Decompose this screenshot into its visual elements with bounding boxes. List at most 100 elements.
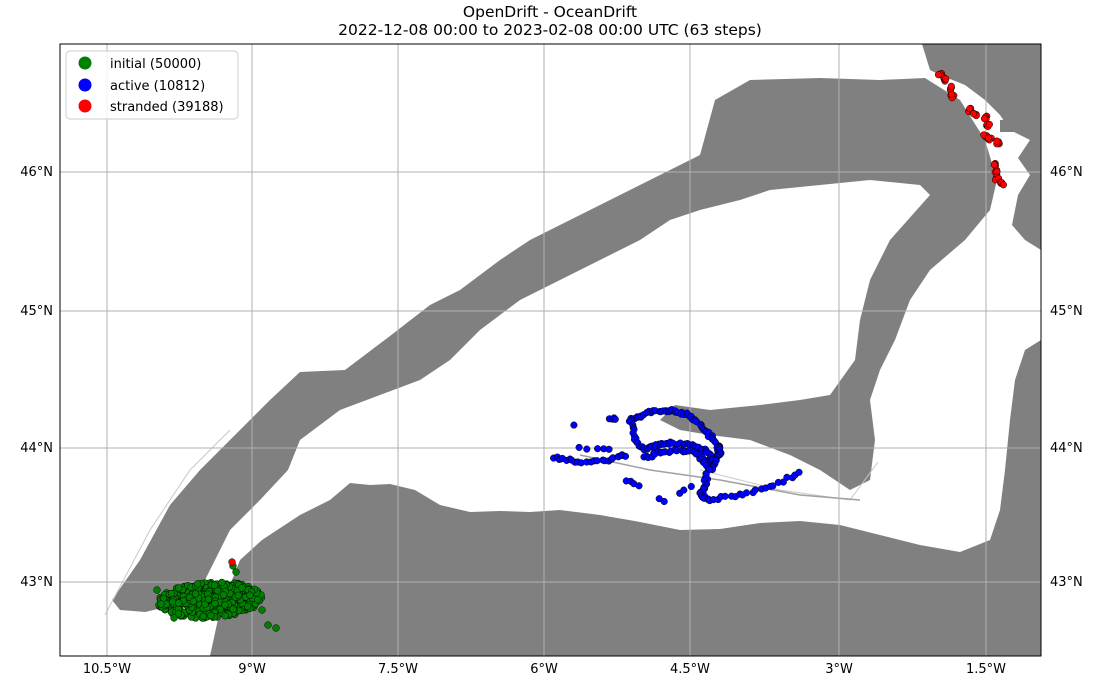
- lon-tick: 4.5°W: [670, 662, 710, 677]
- particle-marker: [218, 578, 226, 587]
- particle-marker: [175, 599, 183, 607]
- particle-marker: [660, 497, 668, 506]
- particle-marker: [244, 602, 252, 611]
- particle-marker: [264, 621, 272, 629]
- particle-marker: [167, 589, 176, 598]
- particle-marker: [220, 591, 228, 599]
- legend-label-active: active (10812): [110, 79, 205, 94]
- particle-marker: [721, 492, 729, 500]
- particle-marker: [153, 586, 161, 594]
- particle-marker: [189, 597, 197, 606]
- legend-marker-initial: [78, 56, 92, 70]
- plot-frame: [59, 43, 1042, 657]
- particle-marker: [238, 584, 246, 592]
- particle-marker: [570, 421, 578, 429]
- legend-marker-active: [78, 78, 92, 92]
- particle-marker: [779, 478, 787, 486]
- land-island: [1000, 120, 1025, 132]
- particle-marker: [575, 443, 583, 451]
- stranded-particles: [228, 70, 1007, 566]
- particle-marker: [221, 601, 229, 609]
- legend-marker-stranded: [78, 99, 92, 113]
- lon-tick: 1.5°W: [966, 662, 1006, 677]
- particle-marker: [680, 486, 688, 494]
- particle-marker: [985, 120, 993, 128]
- trajectory-faint-3: [579, 454, 861, 501]
- particle-marker: [229, 605, 237, 613]
- particle-marker: [980, 115, 989, 123]
- land-spain: [210, 340, 1041, 656]
- lon-tick: 3°W: [825, 662, 853, 677]
- lon-tick-labels: 10.5°W 9°W 7.5°W 6°W 4.5°W 3°W 1.5°W: [83, 662, 1006, 677]
- particle-marker: [635, 482, 643, 490]
- lat-tick: 44°N: [20, 441, 53, 456]
- lat-tick: 43°N: [1050, 575, 1083, 590]
- particle-marker: [204, 595, 213, 603]
- particle-marker: [211, 581, 219, 589]
- map-subtitle: 2022-12-08 00:00 to 2023-02-08 00:00 UTC…: [338, 21, 762, 39]
- lon-tick: 9°W: [238, 662, 266, 677]
- particle-marker: [211, 599, 219, 608]
- legend-label-stranded: stranded (39188): [110, 100, 224, 115]
- lon-tick: 6°W: [530, 662, 558, 677]
- particle-marker: [948, 90, 956, 98]
- particle-marker: [193, 580, 202, 588]
- map-title: OpenDrift - OceanDrift: [462, 3, 638, 21]
- particle-marker: [169, 598, 177, 606]
- legend-box: [65, 50, 239, 120]
- lat-tick: 44°N: [1050, 441, 1083, 456]
- trajectory-faint-1: [104, 429, 231, 616]
- particle-marker: [157, 600, 165, 608]
- particle-marker: [742, 489, 751, 497]
- particle-marker: [993, 137, 1001, 145]
- particle-marker: [999, 181, 1007, 189]
- particle-marker: [942, 75, 950, 83]
- particle-marker: [175, 584, 183, 592]
- particle-marker: [258, 606, 266, 614]
- particle-marker: [221, 612, 229, 620]
- particle-marker: [199, 612, 207, 620]
- particle-marker: [234, 591, 242, 599]
- particle-marker: [934, 71, 943, 79]
- particle-marker: [947, 82, 955, 90]
- land-france: [922, 44, 1041, 250]
- particle-marker: [583, 445, 591, 453]
- lat-tick: 45°N: [1050, 304, 1083, 319]
- particle-marker: [621, 452, 630, 460]
- gridlines: [60, 44, 1041, 656]
- lat-tick: 45°N: [20, 304, 53, 319]
- active-particles: [550, 405, 803, 506]
- particle-marker: [232, 568, 240, 576]
- trajectory-envelope: [112, 78, 997, 612]
- particle-marker: [795, 468, 803, 476]
- particle-marker: [605, 445, 613, 453]
- lon-tick: 10.5°W: [83, 662, 131, 677]
- particle-marker: [228, 558, 236, 566]
- particle-marker: [272, 624, 280, 632]
- trajectory-faint-2: [699, 461, 879, 501]
- particle-marker: [254, 596, 262, 604]
- particle-marker: [611, 415, 619, 423]
- particle-marker: [984, 134, 993, 142]
- particle-marker: [246, 591, 254, 599]
- legend: initial (50000) active (10812) stranded …: [65, 50, 239, 120]
- lon-tick: 7.5°W: [378, 662, 418, 677]
- lat-tick: 46°N: [20, 165, 53, 180]
- particle-marker: [207, 611, 215, 620]
- initial-particles: [153, 562, 280, 632]
- lat-tick: 43°N: [20, 575, 53, 590]
- particle-marker: [769, 482, 777, 490]
- lat-tick: 46°N: [1050, 165, 1083, 180]
- particle-marker: [174, 610, 183, 618]
- legend-label-initial: initial (50000): [110, 57, 201, 72]
- particle-marker: [687, 482, 695, 491]
- particle-marker: [751, 486, 759, 494]
- particle-marker: [170, 614, 178, 622]
- particle-marker: [594, 445, 602, 453]
- particle-marker: [191, 590, 200, 598]
- particle-marker: [970, 110, 978, 118]
- lat-tick-labels-right: 46°N 45°N 44°N 43°N: [1050, 165, 1083, 590]
- particle-marker: [201, 600, 209, 608]
- lat-tick-labels-left: 46°N 45°N 44°N 43°N: [20, 165, 53, 590]
